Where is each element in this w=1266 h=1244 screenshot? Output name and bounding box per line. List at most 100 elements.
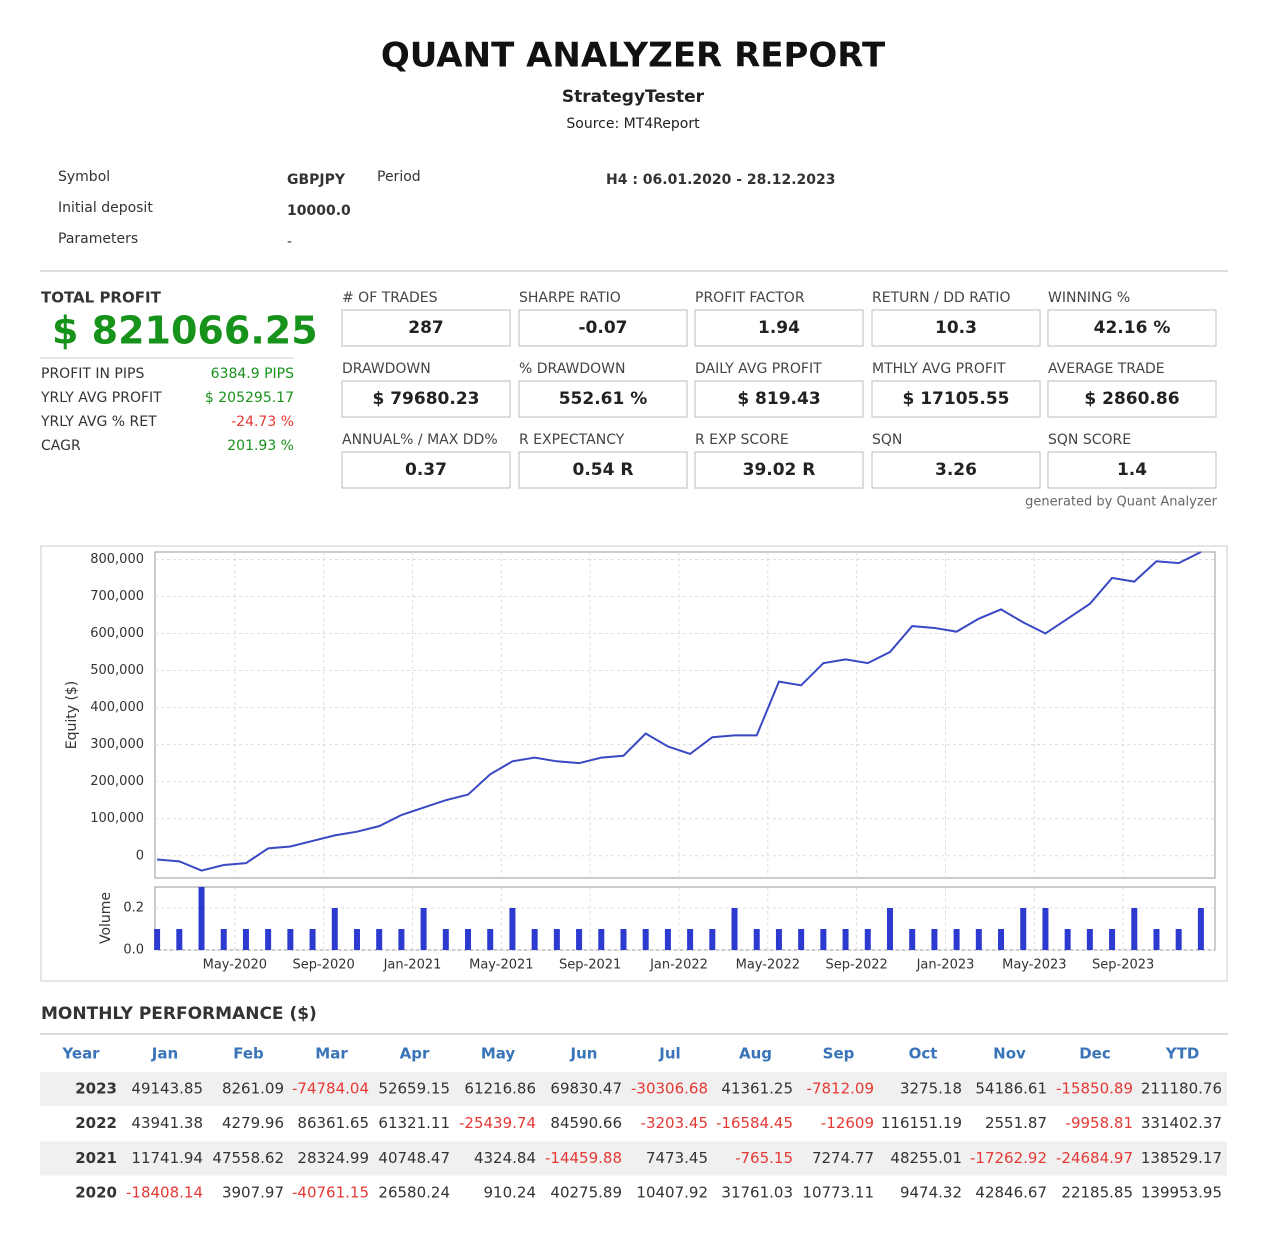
metric-value: $ 819.43	[737, 389, 820, 409]
info-value: -	[287, 234, 292, 250]
value-cell: 42846.67	[975, 1184, 1047, 1202]
volume-bar	[154, 929, 161, 950]
volume-bar	[487, 929, 494, 950]
column-header: Mar	[315, 1045, 348, 1063]
volume-bar	[465, 929, 472, 950]
value-cell: 84590.66	[550, 1114, 622, 1132]
value-cell: 138529.17	[1141, 1149, 1222, 1167]
metric-label: % DRAWDOWN	[519, 361, 625, 377]
column-header: Jan	[151, 1045, 178, 1063]
volume-bar	[953, 929, 960, 950]
source: Source: MT4Report	[566, 116, 700, 132]
volume-bar	[553, 929, 560, 950]
stat-value: 6384.9 PIPS	[211, 366, 294, 382]
volume-bar	[775, 929, 782, 950]
volume-bar	[220, 929, 227, 950]
metric-value: -0.07	[579, 318, 628, 338]
y2-axis-title: Volume	[98, 892, 114, 944]
metric-box	[341, 451, 511, 489]
value-cell: 4324.84	[474, 1149, 536, 1167]
info-value: GBPJPY	[287, 172, 346, 188]
volume-bar	[442, 929, 449, 950]
stat-value: $ 205295.17	[205, 390, 294, 406]
metric-label: SQN SCORE	[1048, 432, 1131, 448]
value-cell: 211180.76	[1141, 1080, 1222, 1098]
metric-label: AVERAGE TRADE	[1048, 361, 1165, 377]
volume-bar	[353, 929, 360, 950]
info-label: Period	[377, 169, 421, 185]
metric-value: 10.3	[935, 318, 977, 338]
metric-label: R EXPECTANCY	[519, 432, 625, 448]
value-cell: -765.15	[735, 1149, 793, 1167]
volume-area	[154, 886, 1216, 951]
value-cell: -14459.88	[545, 1149, 622, 1167]
value-cell: 26580.24	[378, 1184, 450, 1202]
value-cell: 49143.85	[131, 1080, 203, 1098]
volume-bar	[842, 929, 849, 950]
total-profit-value: $ 821066.25	[52, 309, 318, 353]
metric-value: 42.16 %	[1094, 318, 1171, 338]
column-header: Oct	[909, 1045, 938, 1063]
column-header: Dec	[1079, 1045, 1111, 1063]
metric-box	[694, 451, 864, 489]
column-header: Feb	[233, 1045, 264, 1063]
volume-bar	[731, 908, 738, 950]
volume-bar	[420, 908, 427, 950]
stat-value: -24.73 %	[231, 414, 294, 430]
y-tick-label: 200,000	[90, 774, 144, 789]
value-cell: 40748.47	[378, 1149, 450, 1167]
metric-value: 3.26	[935, 460, 977, 480]
volume-bar	[820, 929, 827, 950]
volume-bar	[998, 929, 1005, 950]
value-cell: -40761.15	[292, 1184, 369, 1202]
value-cell: 31761.03	[721, 1184, 793, 1202]
report-title: QUANT ANALYZER REPORT	[381, 36, 886, 76]
column-header: Aug	[739, 1045, 772, 1063]
stat-label: YRLY AVG % RET	[40, 414, 157, 430]
x-tick-label: Jan-2023	[916, 958, 975, 973]
value-cell: 3275.18	[900, 1080, 962, 1098]
metric-value: $ 17105.55	[902, 389, 1009, 409]
x-tick-label: Sep-2023	[1092, 958, 1154, 973]
metric-value: 0.54 R	[573, 460, 634, 480]
metric-box	[341, 309, 511, 347]
value-cell: 43941.38	[131, 1114, 203, 1132]
metric-label: ANNUAL% / MAX DD%	[342, 432, 498, 448]
metric-label: RETURN / DD RATIO	[872, 290, 1011, 306]
column-header: Nov	[993, 1045, 1026, 1063]
value-cell: -30306.68	[631, 1080, 708, 1098]
total-profit-label: TOTAL PROFIT	[41, 289, 162, 307]
column-header: YTD	[1165, 1045, 1200, 1063]
value-cell: 8261.09	[222, 1080, 284, 1098]
y-tick-label: 600,000	[90, 626, 144, 641]
volume-bar	[975, 929, 982, 950]
x-tick-label: May-2023	[1002, 958, 1066, 973]
x-tick-label: May-2020	[203, 958, 267, 973]
value-cell: 61321.11	[378, 1114, 450, 1132]
y-tick-label: 800,000	[90, 552, 144, 567]
volume-bar	[1020, 908, 1027, 950]
value-cell: 52659.15	[378, 1080, 450, 1098]
volume-bar	[242, 929, 249, 950]
metric-box	[1047, 309, 1217, 347]
generated-note: generated by Quant Analyzer	[1025, 495, 1217, 510]
stat-label: CAGR	[41, 438, 81, 454]
stat-value: 201.93 %	[227, 438, 294, 454]
info-value: H4 : 06.01.2020 - 28.12.2023	[606, 172, 836, 188]
metric-box	[1047, 451, 1217, 489]
value-cell: -24684.97	[1056, 1149, 1133, 1167]
volume-bar	[1064, 929, 1071, 950]
volume-bar	[1086, 929, 1093, 950]
volume-bar	[598, 929, 605, 950]
volume-bar	[376, 929, 383, 950]
metric-label: MTHLY AVG PROFIT	[872, 361, 1006, 377]
metric-label: R EXP SCORE	[695, 432, 789, 448]
value-cell: -12609	[821, 1114, 874, 1132]
y-tick-label: 0	[136, 848, 144, 863]
metric-label: SHARPE RATIO	[519, 290, 621, 306]
value-cell: 47558.62	[212, 1149, 284, 1167]
row-band	[40, 1072, 1227, 1106]
metric-box	[518, 380, 688, 418]
metric-box	[871, 309, 1041, 347]
value-cell: 910.24	[484, 1184, 537, 1202]
